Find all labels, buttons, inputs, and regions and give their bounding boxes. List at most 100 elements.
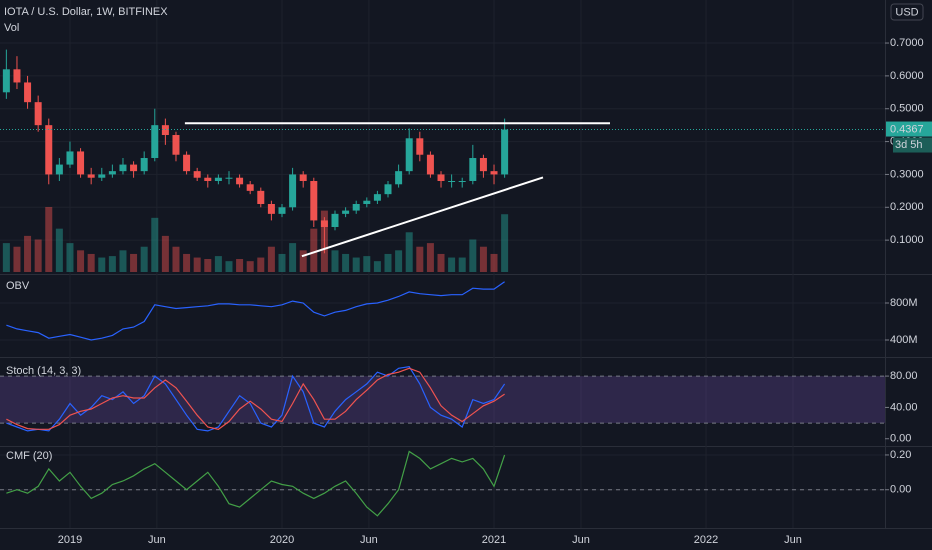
volume-bar [193, 257, 201, 272]
volume-bar [87, 253, 95, 272]
volume-bar [479, 246, 487, 272]
volume-bar [331, 250, 339, 272]
volume-bar [2, 243, 10, 272]
candle-body [204, 177, 212, 182]
indicator-line [6, 366, 506, 432]
candle-body [183, 154, 191, 172]
volume-bar [310, 228, 318, 272]
candle-body [278, 207, 286, 214]
volume-bar [45, 207, 53, 272]
volume-bar [416, 246, 424, 272]
countdown-tag [893, 137, 932, 153]
candle-body [267, 204, 275, 214]
countdown-label: 3d 5h [895, 139, 923, 151]
volume-bar [119, 250, 127, 272]
volume-bar [204, 259, 212, 272]
candle-body [140, 158, 148, 172]
volume-bar [214, 256, 222, 272]
candle-body [55, 164, 63, 175]
y-tick-label: 0.7000 [890, 37, 924, 49]
y-tick-label: 0.00 [890, 484, 911, 496]
x-tick-label: Jun [148, 534, 166, 546]
x-tick-label: Jun [572, 534, 590, 546]
chart-title: IOTA / U.S. Dollar, 1W, BITFINEX [4, 6, 168, 18]
candle-body [289, 174, 297, 208]
volume-bar [77, 250, 85, 272]
candle-body [458, 181, 466, 183]
y-tick-label: 0.1000 [890, 234, 924, 246]
candle-body [66, 151, 74, 165]
candle-body [246, 184, 254, 191]
volume-bar [140, 246, 148, 272]
candle-body [448, 181, 456, 183]
candle-body [98, 174, 106, 178]
candle-body [236, 177, 244, 185]
candle-body [2, 69, 10, 93]
volume-bar [55, 228, 63, 272]
candle-body [257, 190, 265, 204]
candle-body [119, 164, 127, 172]
volume-bar [448, 257, 456, 272]
x-tick-label: Jun [360, 534, 378, 546]
candle-body [225, 177, 233, 179]
candle-body [405, 138, 413, 172]
candle-body [352, 204, 360, 211]
candle-body [24, 82, 32, 103]
volume-bar [426, 243, 434, 272]
candle-body [501, 129, 509, 175]
volume-bar [299, 250, 307, 272]
volume-bar [363, 256, 371, 272]
volume-bar [405, 232, 413, 272]
indicator-line [6, 367, 505, 430]
volume-bar [236, 259, 244, 272]
pane-title: CMF (20) [6, 450, 52, 462]
volume-bar [342, 253, 350, 272]
candle-body [342, 210, 350, 214]
x-tick-label: 2019 [58, 534, 82, 546]
pane-title: OBV [6, 280, 30, 292]
volume-bar [183, 253, 191, 272]
candle-body [331, 213, 339, 227]
candle-body [384, 184, 392, 195]
trendline [301, 176, 544, 258]
volume-label: Vol [4, 22, 19, 34]
indicator-line [6, 281, 505, 341]
candle-body [13, 69, 21, 83]
price-tag-label: 0.4367 [890, 123, 924, 135]
volume-bar [384, 253, 392, 272]
candle-body [310, 181, 318, 221]
candle-body [45, 125, 53, 175]
candle-body [214, 177, 222, 182]
volume-bar [161, 235, 169, 272]
candle-body [172, 135, 180, 155]
currency-button[interactable] [890, 3, 924, 21]
x-tick-label: Jun [784, 534, 802, 546]
candle-body [77, 151, 85, 175]
volume-bar [130, 253, 138, 272]
volume-bar [278, 253, 286, 272]
candle-body [363, 200, 371, 204]
volume-bar [66, 243, 74, 272]
candle-body [469, 158, 477, 182]
y-tick-label: 80.00 [890, 370, 918, 382]
y-tick-label: 0.3000 [890, 168, 924, 180]
y-tick-label: 40.00 [890, 401, 918, 413]
y-tick-label: 0.00 [890, 433, 911, 445]
currency-label[interactable]: USD [895, 6, 918, 18]
volume-bar [246, 261, 254, 272]
candle-body [373, 194, 381, 201]
y-tick-label: 0.6000 [890, 70, 924, 82]
candle-body [151, 125, 159, 159]
volume-bar [108, 256, 116, 272]
y-tick-label: 800M [890, 297, 918, 309]
indicator-line [6, 450, 506, 517]
candle-body [395, 171, 403, 185]
candle-body [320, 220, 328, 227]
candle-body [490, 171, 498, 175]
volume-bar [373, 261, 381, 272]
x-tick-label: 2022 [694, 534, 718, 546]
volume-bar [267, 246, 275, 272]
volume-bar [24, 235, 32, 272]
